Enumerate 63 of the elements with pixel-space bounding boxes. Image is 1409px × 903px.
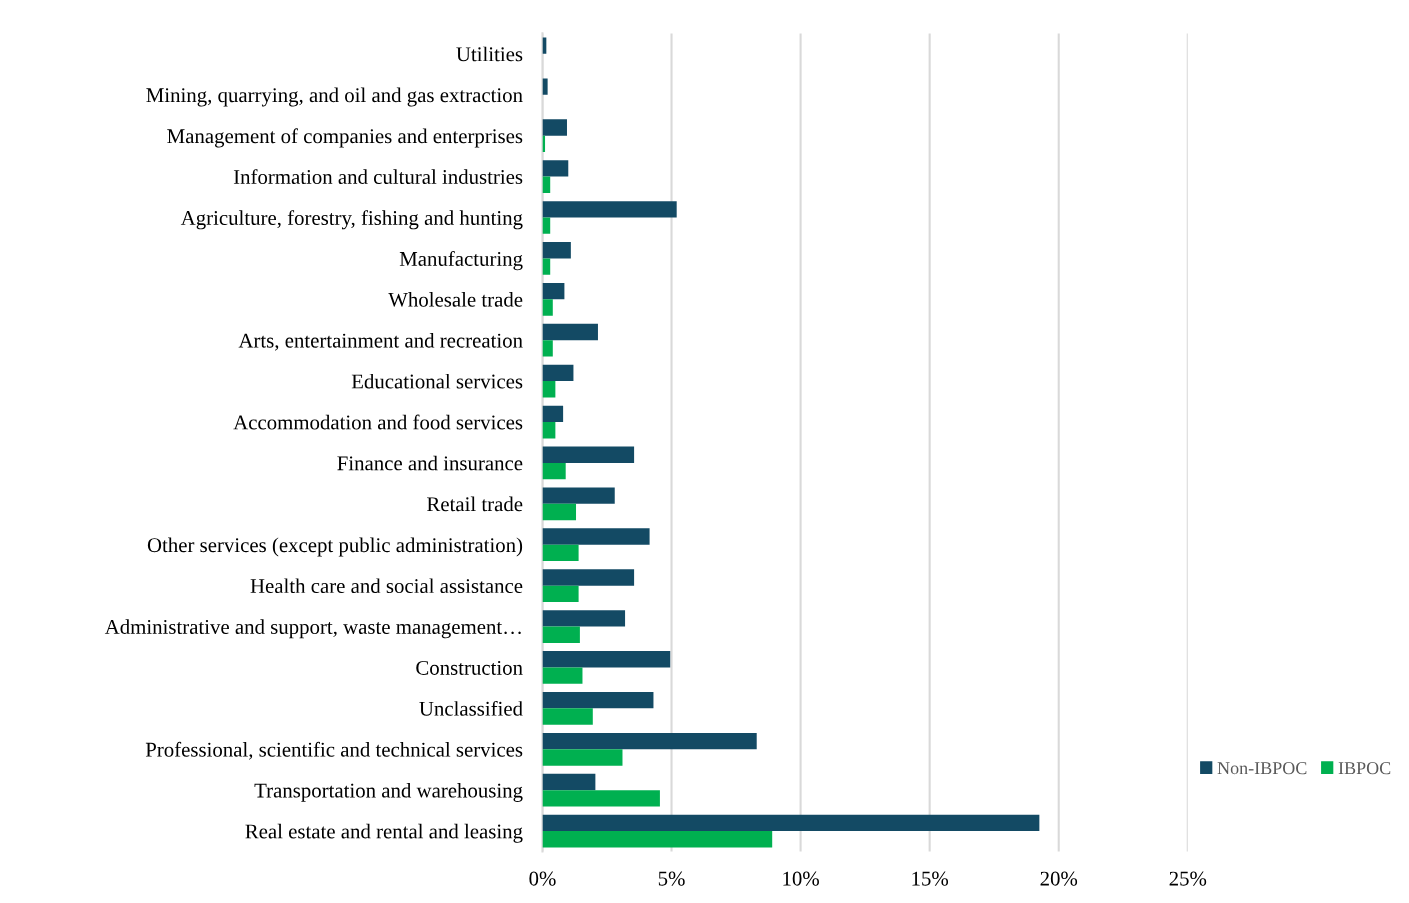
x-tick-label: 25% [1169,871,1207,886]
bar [542,831,773,848]
bar [542,585,579,602]
bar [542,503,577,521]
bar [542,708,593,725]
bar [542,544,579,562]
bar [542,749,623,766]
y-tick-label: Management of companies and enterprises [167,128,523,148]
y-tick-label: Transportation and warehousing [254,782,523,802]
bar [542,462,566,480]
bar [542,487,615,504]
bar [542,569,635,586]
y-tick-label: Agriculture, forestry, fishing and hunting [180,210,523,230]
bar [542,446,635,463]
y-tick-label: Professional, scientific and technical services [145,741,523,760]
x-tick-label: 0% [529,871,556,886]
y-tick-label: Accommodation and food services [233,414,523,430]
y-tick-label: Information and cultural industries [233,169,523,185]
y-tick-label: Real estate and rental and leasing [245,823,523,843]
x-tick-label: 20% [1040,871,1078,886]
bar [542,258,551,275]
bar [542,119,567,136]
x-tick-label: 10% [783,871,819,886]
bar [542,790,660,807]
bar [542,340,553,357]
bar [542,422,556,439]
y-tick-label: Mining, quarrying, and oil and gas extraction [146,87,523,107]
bar [542,160,569,177]
bar [542,299,553,316]
y-tick-label: Construction [416,660,523,675]
bar [542,78,548,95]
y-tick-label: Administrative and support, waste management… [104,619,521,639]
x-tick-label: 5% [658,871,685,886]
bar [542,732,757,750]
bar [542,692,654,709]
bar [542,381,556,398]
y-tick-label: Other services (except public administration) [147,537,523,557]
bar [542,773,596,791]
y-tick-label: Utilities [456,46,523,62]
y-tick-label: Manufacturing [399,251,523,271]
x-tick-label: 15% [912,871,949,886]
bar [542,626,580,643]
y-tick-label: Finance and insurance [337,455,523,471]
bar [542,364,574,382]
legend-label: Non-IBPOC [1217,762,1307,775]
bar [542,201,677,218]
bar [542,528,650,545]
bar [542,217,551,234]
bar [542,282,565,300]
bar [542,242,571,259]
bar [542,667,583,684]
y-tick-label: Wholesale trade [388,292,523,307]
y-tick-label: Arts, entertainment and recreation [238,332,523,351]
y-tick-label: Educational services [351,373,523,389]
bar [542,651,671,668]
bar [542,610,626,627]
y-tick-label: Retail trade [427,496,523,512]
y-tick-label: Unclassified [419,700,523,716]
bar [542,405,564,423]
bar [542,814,1040,832]
y-tick-label: Health care and social assistance [250,578,523,594]
bar [542,323,598,341]
legend-label: IBPOC [1338,762,1391,775]
